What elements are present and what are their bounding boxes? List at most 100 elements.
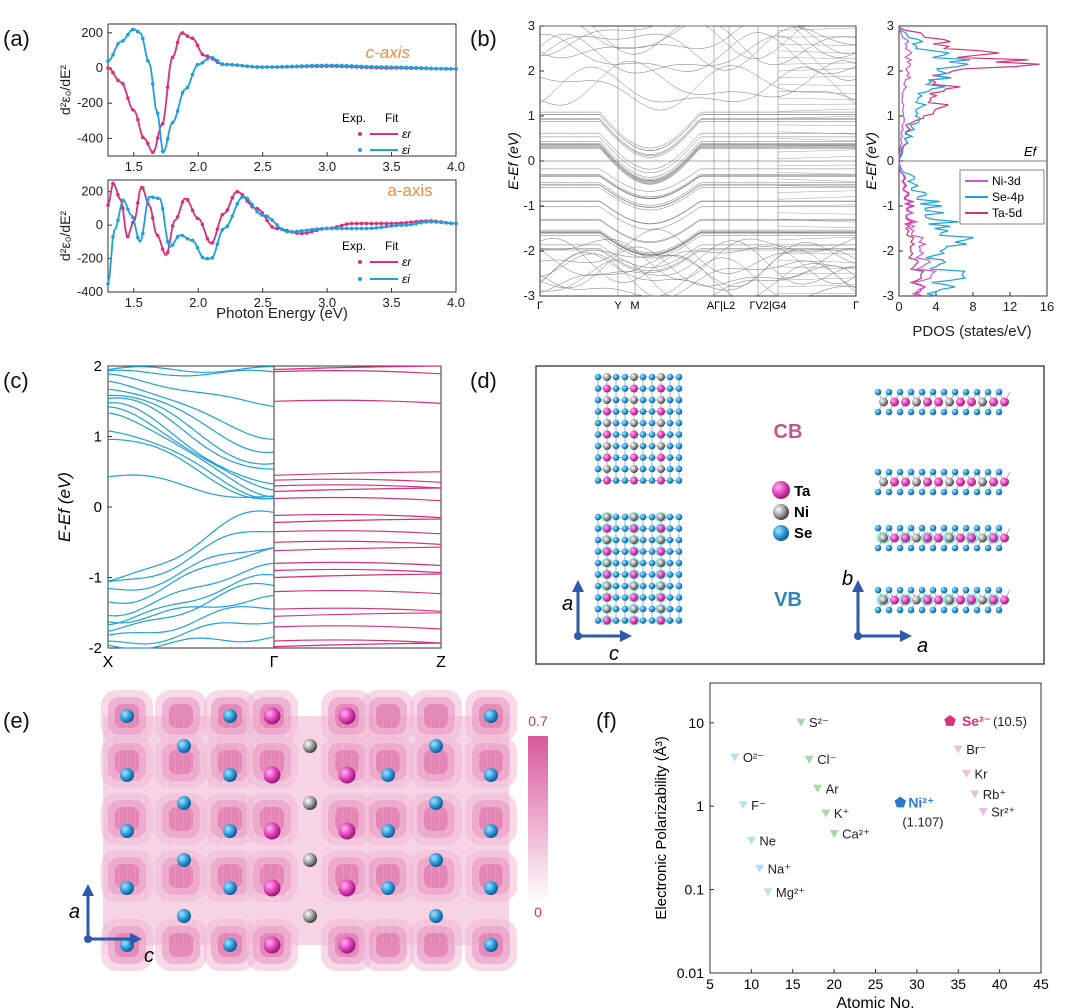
a-exp-point — [359, 221, 364, 226]
d-atom — [648, 559, 656, 567]
d-atom — [657, 407, 665, 416]
d-atom — [639, 582, 647, 590]
b-band-line — [539, 33, 857, 81]
d-atom — [962, 468, 970, 476]
f-xtick-label: 45 — [1033, 976, 1049, 992]
a-top-plot: 1.5 2.0 2.5 3.0 3.5 4.0 200 0 -200 -400 — [77, 25, 465, 174]
a-exp-point — [409, 65, 414, 70]
b-band-line — [777, 190, 857, 193]
d-atom — [648, 408, 656, 415]
a-exp-point — [419, 66, 424, 70]
b-pdos-xtick-label: 12 — [1003, 299, 1017, 314]
c-band-line-right — [273, 496, 442, 502]
a-exp-point — [429, 66, 433, 71]
c-kpoint-label: Γ — [270, 654, 279, 671]
a-exp-point — [319, 226, 324, 231]
b-band-line — [777, 138, 857, 141]
d-atom — [612, 617, 620, 624]
a-exp-point — [384, 221, 389, 226]
d-atom — [874, 544, 882, 552]
f-point-note: (10.5) — [993, 714, 1027, 729]
b-pdos-xtick-label: 16 — [1040, 299, 1054, 314]
c-band-line-right — [273, 561, 442, 567]
d-atom — [630, 513, 638, 521]
c-band-line-left — [107, 380, 275, 440]
f-xtick-label: 35 — [950, 976, 966, 992]
b-band-line — [540, 168, 856, 192]
b-legend-se: Se-4p — [992, 190, 1024, 204]
d-atom — [995, 586, 1003, 594]
d-atom — [896, 524, 904, 532]
d-atom — [956, 595, 965, 605]
a-exp-point — [404, 65, 409, 70]
d-atom — [896, 586, 904, 594]
d-atom — [594, 559, 602, 567]
a-exp-point — [300, 64, 304, 68]
c-band-line-right — [273, 589, 442, 595]
d-atom — [621, 571, 629, 578]
d-atom — [934, 533, 943, 543]
d-atom — [984, 524, 992, 532]
d-atom — [621, 594, 629, 601]
e-density-contour — [376, 704, 400, 728]
d-atom — [896, 408, 904, 416]
a-exp-point — [260, 213, 264, 217]
e-density-contour — [169, 864, 193, 888]
d-atom — [940, 468, 948, 476]
d-atom — [639, 571, 647, 578]
d-legend-ni-atom — [773, 504, 789, 520]
a-exp-point — [175, 235, 180, 239]
d-atom — [995, 606, 1003, 614]
d-atom — [951, 488, 959, 496]
a-top-legend-fit: Fit — [385, 111, 399, 125]
a-exp-point — [190, 72, 195, 77]
d-atom — [648, 454, 656, 461]
c-band-line-right — [273, 487, 442, 493]
d-atom — [621, 465, 629, 473]
d-atom — [896, 488, 904, 496]
a-exp-point — [141, 135, 145, 140]
b-pdos-xtick-label: 4 — [932, 299, 939, 314]
d-atom — [666, 477, 674, 484]
e-se-atom — [223, 824, 237, 838]
c-band-line-left — [107, 366, 274, 373]
c-band-line-left — [107, 406, 275, 491]
a-exp-point — [106, 281, 110, 286]
a-exp-point — [245, 64, 249, 69]
b-band-line — [777, 131, 857, 135]
d-atom — [603, 396, 611, 404]
d-atom — [907, 544, 915, 552]
b-band-line — [540, 119, 856, 156]
f-xtick-label: 20 — [826, 976, 842, 992]
d-atom — [984, 408, 992, 416]
d-atom — [907, 408, 915, 416]
a-exp-point — [280, 227, 284, 232]
e-density-contour — [169, 933, 193, 957]
e-ta-atom — [338, 879, 356, 897]
a-ytick-label: -400 — [77, 284, 103, 299]
f-frame — [709, 682, 1042, 974]
d-atom — [594, 582, 602, 590]
b-band-line — [777, 27, 857, 31]
b-band-line — [777, 91, 857, 95]
d-atom — [666, 536, 674, 544]
d-atom — [639, 594, 647, 601]
d-atom — [874, 524, 882, 532]
e-scale-max: 0.7 — [528, 713, 548, 729]
d-atom — [657, 513, 665, 521]
d-atom — [639, 536, 647, 544]
e-ta-atom — [263, 707, 281, 725]
a-exp-point — [384, 224, 389, 229]
d-atom — [989, 397, 998, 407]
b-band-line — [777, 212, 857, 215]
d-atom — [621, 513, 629, 521]
f-point-label: Rb⁺ — [983, 787, 1006, 802]
f-point-marker — [730, 753, 740, 762]
a-exp-point — [384, 65, 389, 69]
d-atom — [907, 468, 915, 476]
e-ta-atom — [338, 766, 356, 784]
f-scatter-plot: 5 10 15 20 25 30 35 40 45 10 1 0.1 0.01 Atomic No. Ele… — [653, 713, 1049, 1008]
d-atom — [612, 513, 620, 521]
a-exp-point — [185, 236, 190, 241]
a-exp-point — [315, 227, 319, 231]
